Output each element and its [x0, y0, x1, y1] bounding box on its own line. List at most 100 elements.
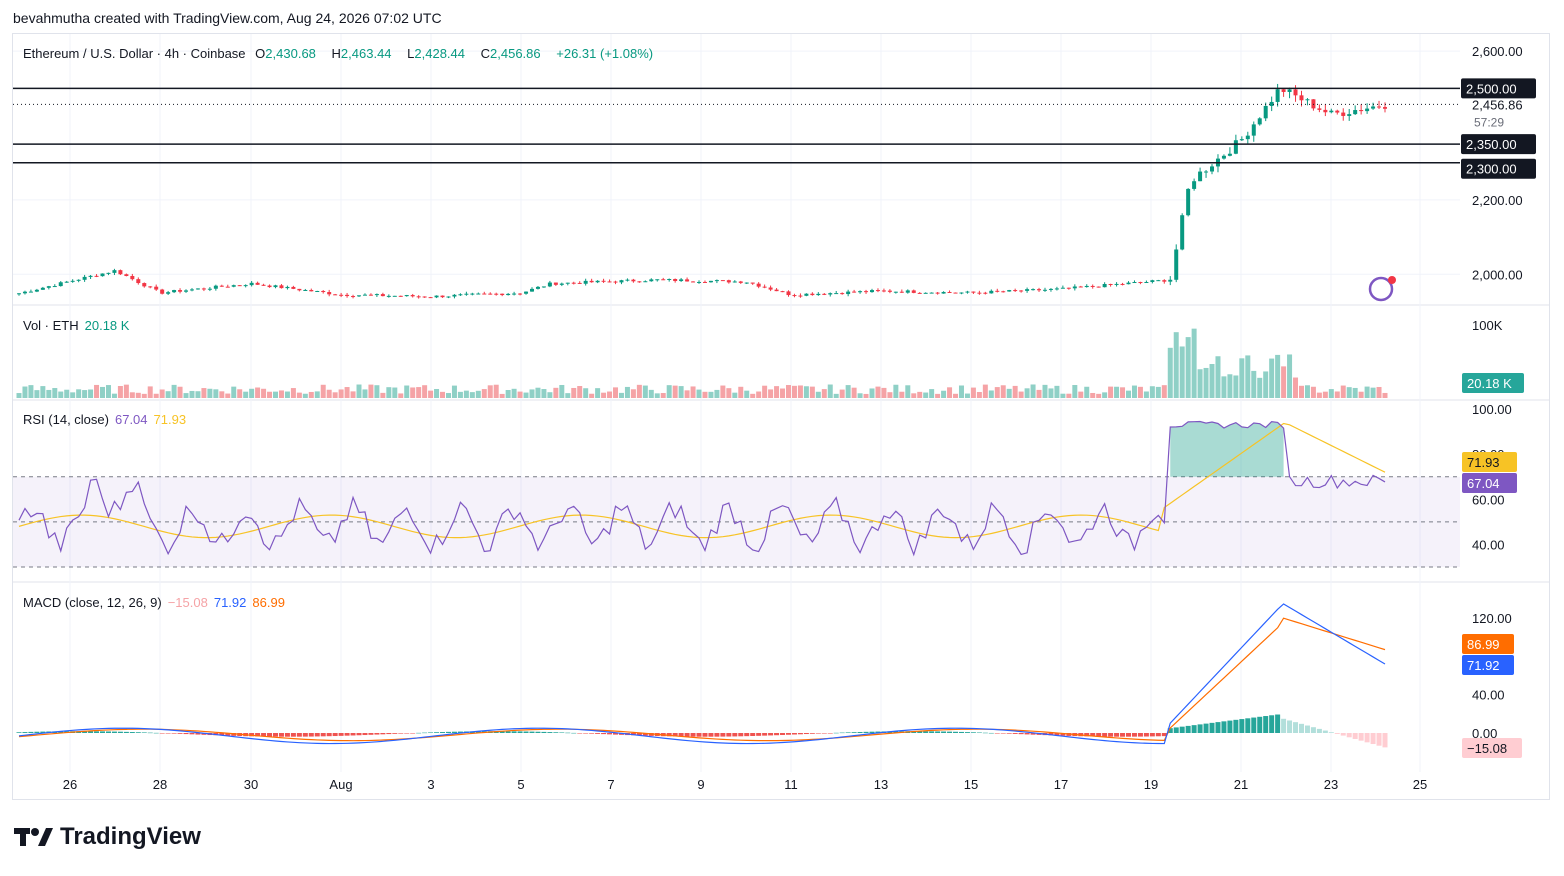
- volume-bar: [1233, 375, 1239, 398]
- candle-body: [619, 280, 624, 283]
- volume-bar: [1239, 358, 1245, 398]
- macd-hist-bar: [1126, 733, 1132, 737]
- candle-body: [714, 280, 719, 282]
- volume-bar: [213, 389, 219, 398]
- macd-hist-bar: [732, 733, 738, 737]
- candle-body: [368, 294, 373, 296]
- rsi-overbought-fill: [1170, 421, 1284, 477]
- macd-name[interactable]: MACD (close, 12, 26, 9): [23, 595, 162, 610]
- rsi-name[interactable]: RSI (14, close): [23, 412, 109, 427]
- candle-body: [875, 290, 880, 292]
- symbol-label[interactable]: Ethereum / U.S. Dollar · 4h · Coinbase: [23, 46, 246, 61]
- macd-hist-bar: [1269, 715, 1275, 733]
- candle-body: [1269, 101, 1274, 106]
- candle-body: [1251, 124, 1256, 136]
- candle-body: [649, 279, 654, 282]
- volume-bar: [1036, 389, 1042, 398]
- spark-ring: [1368, 276, 1394, 302]
- volume-bar: [1024, 388, 1030, 398]
- macd-hist-bar: [1263, 716, 1269, 733]
- macd-hist-bar: [338, 733, 344, 736]
- candle-body: [1287, 89, 1292, 92]
- volume-bar: [923, 392, 929, 398]
- candle-body: [1263, 105, 1268, 119]
- candle-body: [810, 293, 815, 296]
- macd-hist-bar: [267, 733, 273, 737]
- candle-body: [1025, 289, 1030, 291]
- volume-bar: [660, 393, 666, 398]
- volume-bar: [762, 385, 768, 398]
- candle-body: [1096, 286, 1101, 288]
- volume-bar: [392, 387, 398, 398]
- volume-bar: [1358, 391, 1364, 398]
- volume-bar: [147, 386, 153, 398]
- macd-hist-bar: [696, 733, 702, 737]
- macd-hist-bar: [917, 731, 923, 733]
- macd-value: 71.92: [213, 595, 247, 610]
- volume-bar: [827, 384, 833, 398]
- candle-body: [1060, 287, 1065, 289]
- candle-body: [333, 294, 338, 296]
- candle-body: [362, 294, 367, 296]
- volume-bar: [1227, 374, 1233, 398]
- volume-bar: [935, 393, 941, 398]
- x-tick-label: 15: [964, 777, 978, 792]
- macd-hist-bar: [923, 731, 929, 733]
- macd-hist-bar: [249, 733, 255, 737]
- volume-bar: [821, 389, 827, 398]
- volume-bar: [70, 392, 76, 398]
- macd-hist-bar: [1030, 733, 1036, 735]
- candle-body: [655, 279, 660, 281]
- candle-body: [506, 293, 511, 296]
- candle-body: [595, 280, 600, 283]
- volume-name[interactable]: Vol · ETH: [23, 318, 79, 333]
- volume-bar: [183, 393, 189, 398]
- macd-hist-bar: [22, 732, 28, 733]
- macd-signal-tag: 86.99: [1467, 637, 1500, 652]
- tradingview-logo[interactable]: TradingView: [14, 823, 201, 851]
- macd-hist-bar: [1179, 726, 1185, 733]
- macd-hist-bar: [302, 733, 308, 737]
- candle-body: [822, 293, 827, 295]
- volume-bar: [797, 385, 803, 398]
- volume-bar: [225, 393, 231, 398]
- candle-body: [112, 270, 117, 273]
- macd-hist-bar: [1120, 733, 1126, 737]
- macd-hist-bar: [827, 733, 833, 734]
- volume-bar: [988, 390, 994, 398]
- macd-hist-bar: [1096, 733, 1102, 737]
- volume-bar: [499, 393, 505, 398]
- volume-bar: [1221, 376, 1227, 398]
- macd-hist-bar: [117, 731, 123, 733]
- candle-body: [1138, 282, 1143, 284]
- volume-bar: [1161, 385, 1167, 398]
- candle-body: [905, 290, 910, 293]
- candle-body: [189, 289, 194, 291]
- candle-body: [1257, 118, 1262, 125]
- volume-bar: [1322, 391, 1328, 398]
- candle-body: [40, 287, 45, 290]
- volume-bar: [1108, 386, 1114, 398]
- candle-body: [255, 282, 260, 285]
- candle-body: [565, 282, 570, 284]
- volume-axis-label: 100K: [1472, 318, 1503, 333]
- candle-body: [273, 285, 278, 288]
- candle-body: [691, 281, 696, 283]
- macd-hist-bar: [1287, 720, 1293, 733]
- volume-bar: [601, 392, 607, 398]
- macd-hist-bar: [785, 733, 791, 735]
- candle-body: [309, 289, 314, 292]
- macd-hist-bar: [499, 731, 505, 733]
- macd-hist-bar: [255, 733, 261, 737]
- macd-hist-bar: [553, 732, 559, 733]
- candle-body: [1281, 89, 1286, 92]
- price-axis-label: 2,000.00: [1472, 267, 1523, 282]
- macd-hist-bar: [1060, 733, 1066, 736]
- volume-bar: [1328, 389, 1334, 398]
- volume-bar: [953, 393, 959, 398]
- candle-body: [482, 293, 487, 295]
- macd-hist-bar: [195, 733, 201, 735]
- macd-hist-bar: [947, 731, 953, 733]
- candle-body: [1335, 110, 1340, 113]
